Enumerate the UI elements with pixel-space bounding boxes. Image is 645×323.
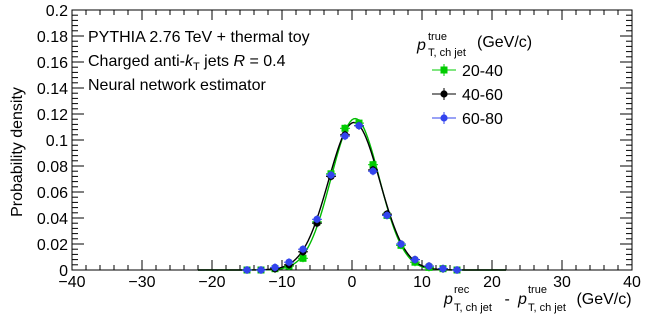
legend-title-sub: T, ch jet [428, 47, 466, 59]
series-40-60 [242, 121, 462, 274]
y-tick-label: 0.08 [37, 159, 68, 176]
marker-60-80 [383, 211, 391, 219]
x-axis-title-sup1: rec [454, 284, 470, 296]
x-tick-label: 20 [483, 274, 501, 291]
x-tick-label: 40 [623, 274, 641, 291]
x-axis-title-sub1: T, ch jet [454, 302, 492, 314]
annotations: PYTHIA 2.76 TeV + thermal toy Charged an… [88, 29, 310, 94]
x-axis-title-sup2: true [528, 284, 547, 296]
marker-60-80 [425, 262, 433, 270]
marker-60-80 [271, 263, 279, 271]
annotation-line-3: Neural network estimator [88, 77, 267, 94]
data-point [298, 245, 308, 254]
x-tick-label: 0 [348, 274, 357, 291]
data-point [382, 211, 392, 220]
marker-60-80 [369, 167, 377, 175]
marker-20-40 [341, 124, 349, 132]
x-tick-label: −40 [58, 274, 85, 291]
data-point [284, 258, 294, 267]
y-tick-label: 0.16 [37, 55, 68, 72]
legend-entry-60-80: 60-80 [432, 111, 503, 128]
marker-60-80 [285, 258, 293, 266]
x-tick-label: −30 [128, 274, 155, 291]
legend-title-sup: true [428, 31, 447, 43]
marker-60-80 [243, 266, 251, 274]
y-tick-label: 0 [59, 263, 68, 280]
legend-title-unit: (GeV/c) [477, 34, 532, 51]
data-point [326, 171, 336, 180]
fit-curves [198, 117, 506, 271]
marker-60-80 [327, 171, 335, 179]
fit-curve [198, 117, 506, 271]
marker-20-40 [369, 161, 377, 169]
data-point [452, 266, 462, 274]
data-point [242, 266, 252, 274]
data-point [270, 263, 280, 272]
legend-title: p true T, ch jet (GeV/c) [416, 31, 532, 59]
x-axis-title-dash: - [500, 291, 514, 308]
data-point [368, 167, 378, 176]
legend-marker [440, 114, 448, 122]
series-20-40 [242, 119, 462, 274]
data-point [256, 266, 266, 274]
data-point [396, 240, 406, 248]
legend-entry-20-40: 20-40 [432, 63, 503, 80]
legend-entries: 20-40 40-60 60-80 [432, 63, 503, 128]
y-tick-label: 0.14 [37, 81, 68, 98]
legend-label: 40-60 [462, 87, 503, 104]
y-axis-title: Probability density [9, 87, 26, 217]
legend-entry-40-60: 40-60 [432, 87, 503, 104]
marker-60-80 [355, 122, 363, 130]
y-tick-label: 0.06 [37, 185, 68, 202]
data-point [354, 121, 364, 130]
fit-curve [198, 121, 506, 271]
marker-60-80 [341, 132, 349, 140]
x-axis-title-p1: p [443, 291, 453, 308]
legend-marker [440, 66, 448, 74]
marker-60-80 [453, 266, 461, 274]
marker-60-80 [439, 265, 447, 273]
x-axis-title-p2: p [517, 291, 527, 308]
marker-20-40 [299, 254, 307, 262]
plot-frame [71, 9, 633, 271]
data-point [438, 264, 448, 273]
x-axis-title-unit: (GeV/c) [572, 291, 632, 308]
data-point [312, 215, 322, 224]
x-axis-title-sub2: T, ch jet [528, 302, 566, 314]
annotation-line-2: Charged anti-kT jets R = 0.4 [88, 53, 286, 73]
x-tick-label: 30 [553, 274, 571, 291]
x-tick-label: −20 [198, 274, 225, 291]
x-axis-title: p rec T, ch jet - p true T, ch jet (GeV/… [443, 284, 632, 314]
x-tick-label: 10 [413, 274, 431, 291]
data-point [340, 132, 350, 141]
y-tick-label: 0.2 [46, 3, 68, 20]
annotation-line-1: PYTHIA 2.76 TeV + thermal toy [88, 29, 310, 46]
x-tick-label: −10 [268, 274, 295, 291]
y-tick-label: 0.12 [37, 107, 68, 124]
marker-60-80 [257, 266, 265, 274]
marker-60-80 [411, 256, 419, 264]
marker-60-80 [313, 215, 321, 223]
marker-60-80 [397, 240, 405, 248]
legend: p true T, ch jet (GeV/c) 20-40 40-60 60-80 [416, 31, 532, 128]
y-tick-label: 0.18 [37, 29, 68, 46]
legend-title-p: p [416, 37, 426, 54]
legend-label: 20-40 [462, 63, 503, 80]
legend-marker [440, 90, 448, 98]
legend-label: 60-80 [462, 111, 503, 128]
y-tick-label: 0.02 [37, 237, 68, 254]
data-points [242, 119, 462, 274]
series-60-80 [242, 121, 462, 274]
y-tick-label: 0.1 [46, 133, 68, 150]
data-point [410, 255, 420, 264]
data-point [424, 262, 434, 271]
marker-60-80 [299, 245, 307, 253]
y-tick-label: 0.04 [37, 211, 68, 228]
